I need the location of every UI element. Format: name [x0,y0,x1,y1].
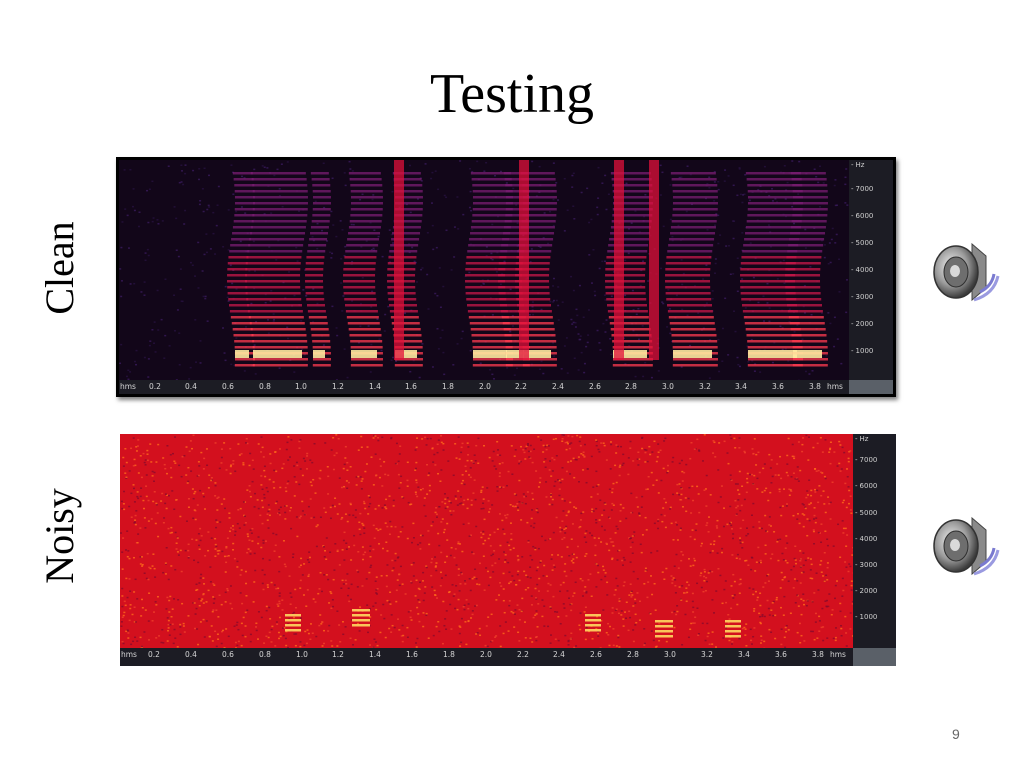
noisy-x-tick: 3.2 [701,650,713,659]
clean-y-tick: 6000 [851,212,874,220]
noisy-x-tick: 2.0 [480,650,492,659]
noisy-x-tick: 2.2 [517,650,529,659]
clean-x-tick: 0.4 [185,382,197,391]
clean-frequency-axis: Hz 7000 6000 5000 4000 3000 2000 1000 [849,160,893,380]
clean-y-tick: 1000 [851,347,874,355]
noisy-spectrogram-plot [120,434,853,648]
noisy-x-tick: 3.4 [738,650,750,659]
clean-x-tick: 1.6 [405,382,417,391]
noisy-x-tick: 1.6 [406,650,418,659]
noisy-x-tick: hms [121,650,137,659]
noisy-x-tick: 3.6 [775,650,787,659]
clean-axis-corner [849,380,893,394]
noisy-y-tick: 6000 [855,482,878,490]
clean-y-unit: Hz [851,161,865,169]
clean-x-tick: hms [120,382,136,391]
noisy-frequency-axis: Hz 7000 6000 5000 4000 3000 2000 1000 [853,434,896,648]
clean-y-tick: 4000 [851,266,874,274]
clean-x-tick: 3.2 [699,382,711,391]
noisy-x-tick: 0.2 [148,650,160,659]
clean-x-tick: 2.6 [589,382,601,391]
noisy-x-tick: 3.8 [812,650,824,659]
noisy-x-tick: 1.4 [369,650,381,659]
noisy-x-tick: 0.4 [185,650,197,659]
clean-x-tick: 3.0 [662,382,674,391]
slide-title: Testing [429,63,595,125]
clean-x-tick: 2.4 [552,382,564,391]
clean-x-tick: 0.8 [259,382,271,391]
clean-x-tick: 1.2 [332,382,344,391]
clean-y-tick: 3000 [851,293,874,301]
clean-spectrogram-image [119,160,849,380]
clean-x-tick: 1.8 [442,382,454,391]
clean-x-tick: 2.2 [515,382,527,391]
noisy-y-tick: 1000 [855,613,878,621]
clean-x-tick: hms [827,382,843,391]
noisy-x-tick: 0.6 [222,650,234,659]
clean-y-tick: 7000 [851,185,874,193]
page-number: 9 [952,726,960,742]
noisy-axis-corner [853,648,896,666]
noisy-row-label: Noisy [37,488,82,584]
clean-row-label: Clean [37,221,82,315]
noisy-x-tick: 1.8 [443,650,455,659]
noisy-y-tick: 4000 [855,535,878,543]
clean-x-tick: 0.2 [149,382,161,391]
noisy-y-tick: 5000 [855,509,878,517]
noisy-x-tick: 2.4 [553,650,565,659]
clean-x-tick: 1.4 [369,382,381,391]
clean-x-tick: 1.0 [295,382,307,391]
noisy-x-tick: 0.8 [259,650,271,659]
noisy-x-tick: 3.0 [664,650,676,659]
noisy-y-tick: 2000 [855,587,878,595]
clean-spectrogram-plot [119,160,849,380]
noisy-y-tick: 7000 [855,456,878,464]
noisy-time-axis: hms 0.2 0.4 0.6 0.8 1.0 1.2 1.4 1.6 1.8 … [120,648,853,666]
noisy-y-unit: Hz [855,435,869,443]
clean-x-tick: 3.8 [809,382,821,391]
noisy-x-tick: 2.8 [627,650,639,659]
noisy-x-tick: 1.2 [332,650,344,659]
clean-y-tick: 5000 [851,239,874,247]
noisy-y-tick: 3000 [855,561,878,569]
clean-spectrogram: Hz 7000 6000 5000 4000 3000 2000 1000 hm… [116,157,896,397]
speaker-icon[interactable] [928,236,1000,308]
clean-x-tick: 3.4 [735,382,747,391]
clean-x-tick: 2.0 [479,382,491,391]
clean-y-tick: 2000 [851,320,874,328]
noisy-x-tick: 2.6 [590,650,602,659]
clean-x-tick: 0.6 [222,382,234,391]
clean-time-axis: hms 0.2 0.4 0.6 0.8 1.0 1.2 1.4 1.6 1.8 … [119,380,849,394]
noisy-x-tick: 1.0 [296,650,308,659]
noisy-x-tick: hms [830,650,846,659]
speaker-icon[interactable] [928,510,1000,582]
noisy-spectrogram-image [120,434,853,648]
clean-x-tick: 2.8 [625,382,637,391]
clean-x-tick: 3.6 [772,382,784,391]
noisy-spectrogram: Hz 7000 6000 5000 4000 3000 2000 1000 hm… [120,434,896,666]
